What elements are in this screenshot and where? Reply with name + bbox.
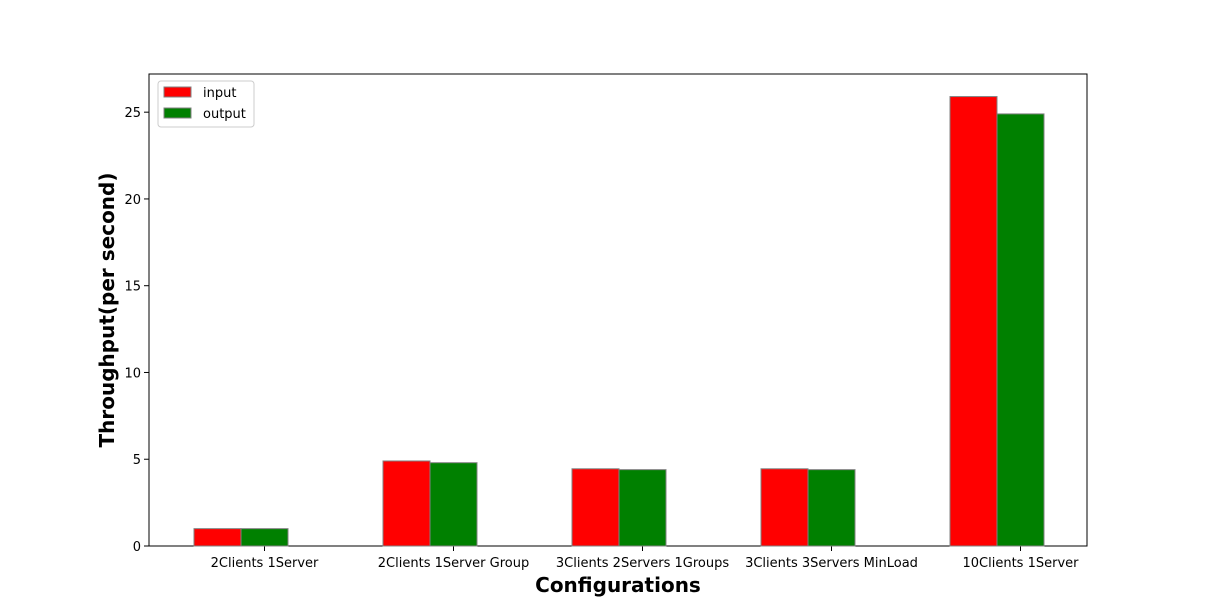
bar-output bbox=[996, 113, 1045, 547]
y-tick-label: 10 bbox=[124, 366, 141, 381]
x-tick-label: 2Clients 1Server bbox=[211, 556, 319, 571]
y-tick-label: 20 bbox=[124, 193, 141, 208]
bar-output bbox=[807, 469, 856, 547]
bar-input bbox=[949, 96, 998, 547]
bar-input bbox=[760, 468, 809, 547]
y-tick-label: 0 bbox=[133, 540, 141, 555]
x-tick-label: 3Clients 3Servers MinLoad bbox=[745, 556, 918, 571]
x-tick-label: 2Clients 1Server Group bbox=[378, 556, 529, 571]
x-axis-title: Configurations bbox=[535, 573, 701, 597]
x-axis: 2Clients 1Server 2Clients 1Server Group 3C… bbox=[211, 546, 1080, 571]
bar-output bbox=[429, 462, 478, 547]
bar-input bbox=[382, 460, 431, 547]
legend: input output bbox=[157, 80, 255, 128]
x-tick-label: 3Clients 2Servers 1Groups bbox=[556, 556, 729, 571]
y-axis-title: Throughput(per second) bbox=[95, 173, 119, 448]
legend-swatch-output bbox=[163, 107, 192, 119]
legend-label-output: output bbox=[203, 107, 246, 122]
bar-output bbox=[240, 528, 289, 547]
y-tick-label: 5 bbox=[133, 453, 141, 468]
bar-output bbox=[618, 469, 667, 547]
y-axis: 0 5 10 15 20 25 bbox=[124, 106, 149, 555]
y-tick-label: 25 bbox=[124, 106, 141, 121]
bar-input bbox=[571, 468, 620, 547]
legend-swatch-input bbox=[163, 86, 192, 98]
y-tick-label: 15 bbox=[124, 280, 141, 295]
bars bbox=[193, 96, 1045, 547]
legend-label-input: input bbox=[203, 86, 236, 101]
bar-input bbox=[193, 528, 242, 547]
x-tick-label: 10Clients 1Server bbox=[963, 556, 1080, 571]
